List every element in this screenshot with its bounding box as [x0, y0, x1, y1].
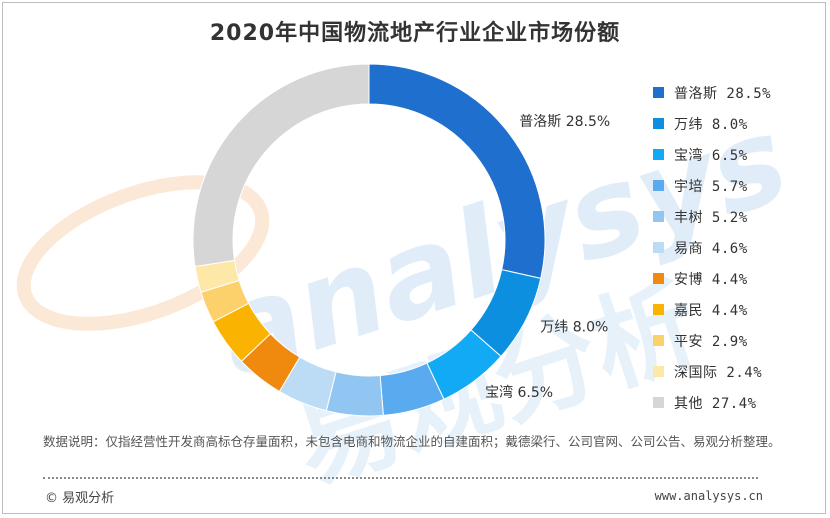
footer-divider — [43, 477, 758, 479]
slice-label-1: 万纬 8.0% — [540, 319, 608, 335]
legend-label-3: 宇培 5.7% — [674, 178, 748, 195]
legend-swatch-6 — [653, 273, 664, 284]
legend-item-2: 宝湾 6.5% — [653, 139, 771, 170]
slice-10 — [192, 63, 370, 268]
legend-item-4: 丰树 5.2% — [653, 201, 771, 232]
legend-label-7: 嘉民 4.4% — [674, 302, 748, 319]
legend-label-2: 宝湾 6.5% — [674, 147, 748, 164]
legend-swatch-3 — [653, 180, 664, 191]
footer-copyright: © 易观分析 — [45, 491, 115, 506]
legend-item-3: 宇培 5.7% — [653, 170, 771, 201]
legend-swatch-10 — [653, 397, 664, 408]
legend-label-5: 易商 4.6% — [674, 240, 748, 257]
slice-label-0: 普洛斯 28.5% — [519, 114, 610, 130]
legend-label-8: 平安 2.9% — [674, 333, 748, 350]
legend-swatch-8 — [653, 335, 664, 346]
legend-item-10: 其他 27.4% — [653, 387, 771, 418]
legend-label-0: 普洛斯 28.5% — [674, 85, 772, 102]
legend-swatch-0 — [653, 87, 664, 98]
legend-label-6: 安博 4.4% — [674, 271, 748, 288]
data-note: 数据说明：仅指经营性开发商高标仓存量面积，未包含电商和物流企业的自建面积；戴德梁… — [43, 434, 781, 449]
legend-swatch-9 — [653, 366, 664, 377]
slice-label-2: 宝湾 6.5% — [485, 384, 553, 401]
slice-0 — [368, 63, 546, 279]
legend-label-9: 深国际 2.4% — [674, 364, 763, 381]
legend-item-6: 安博 4.4% — [653, 263, 771, 294]
legend-item-0: 普洛斯 28.5% — [653, 77, 771, 108]
legend-label-4: 丰树 5.2% — [674, 209, 748, 226]
legend-item-5: 易商 4.6% — [653, 232, 771, 263]
legend-swatch-1 — [653, 118, 664, 129]
legend-label-1: 万纬 8.0% — [674, 116, 748, 133]
legend-item-1: 万纬 8.0% — [653, 108, 771, 139]
legend-item-7: 嘉民 4.4% — [653, 294, 771, 325]
legend-swatch-2 — [653, 149, 664, 160]
legend: 普洛斯 28.5% 万纬 8.0% 宝湾 6.5% 宇培 5.7% 丰树 5.2% 易商 … — [653, 77, 771, 418]
legend-swatch-5 — [653, 242, 664, 253]
legend-swatch-4 — [653, 211, 664, 222]
legend-label-10: 其他 27.4% — [674, 395, 757, 412]
chart-title: 2020年中国物流地产行业企业市场份额 — [209, 21, 621, 46]
footer-url: www.analysys.cn — [654, 489, 763, 503]
legend-item-9: 深国际 2.4% — [653, 356, 771, 387]
donut-chart: 普洛斯 28.5% 万纬 8.0% 宝湾 6.5% — [192, 63, 610, 417]
legend-item-8: 平安 2.9% — [653, 325, 771, 356]
legend-swatch-7 — [653, 304, 664, 315]
